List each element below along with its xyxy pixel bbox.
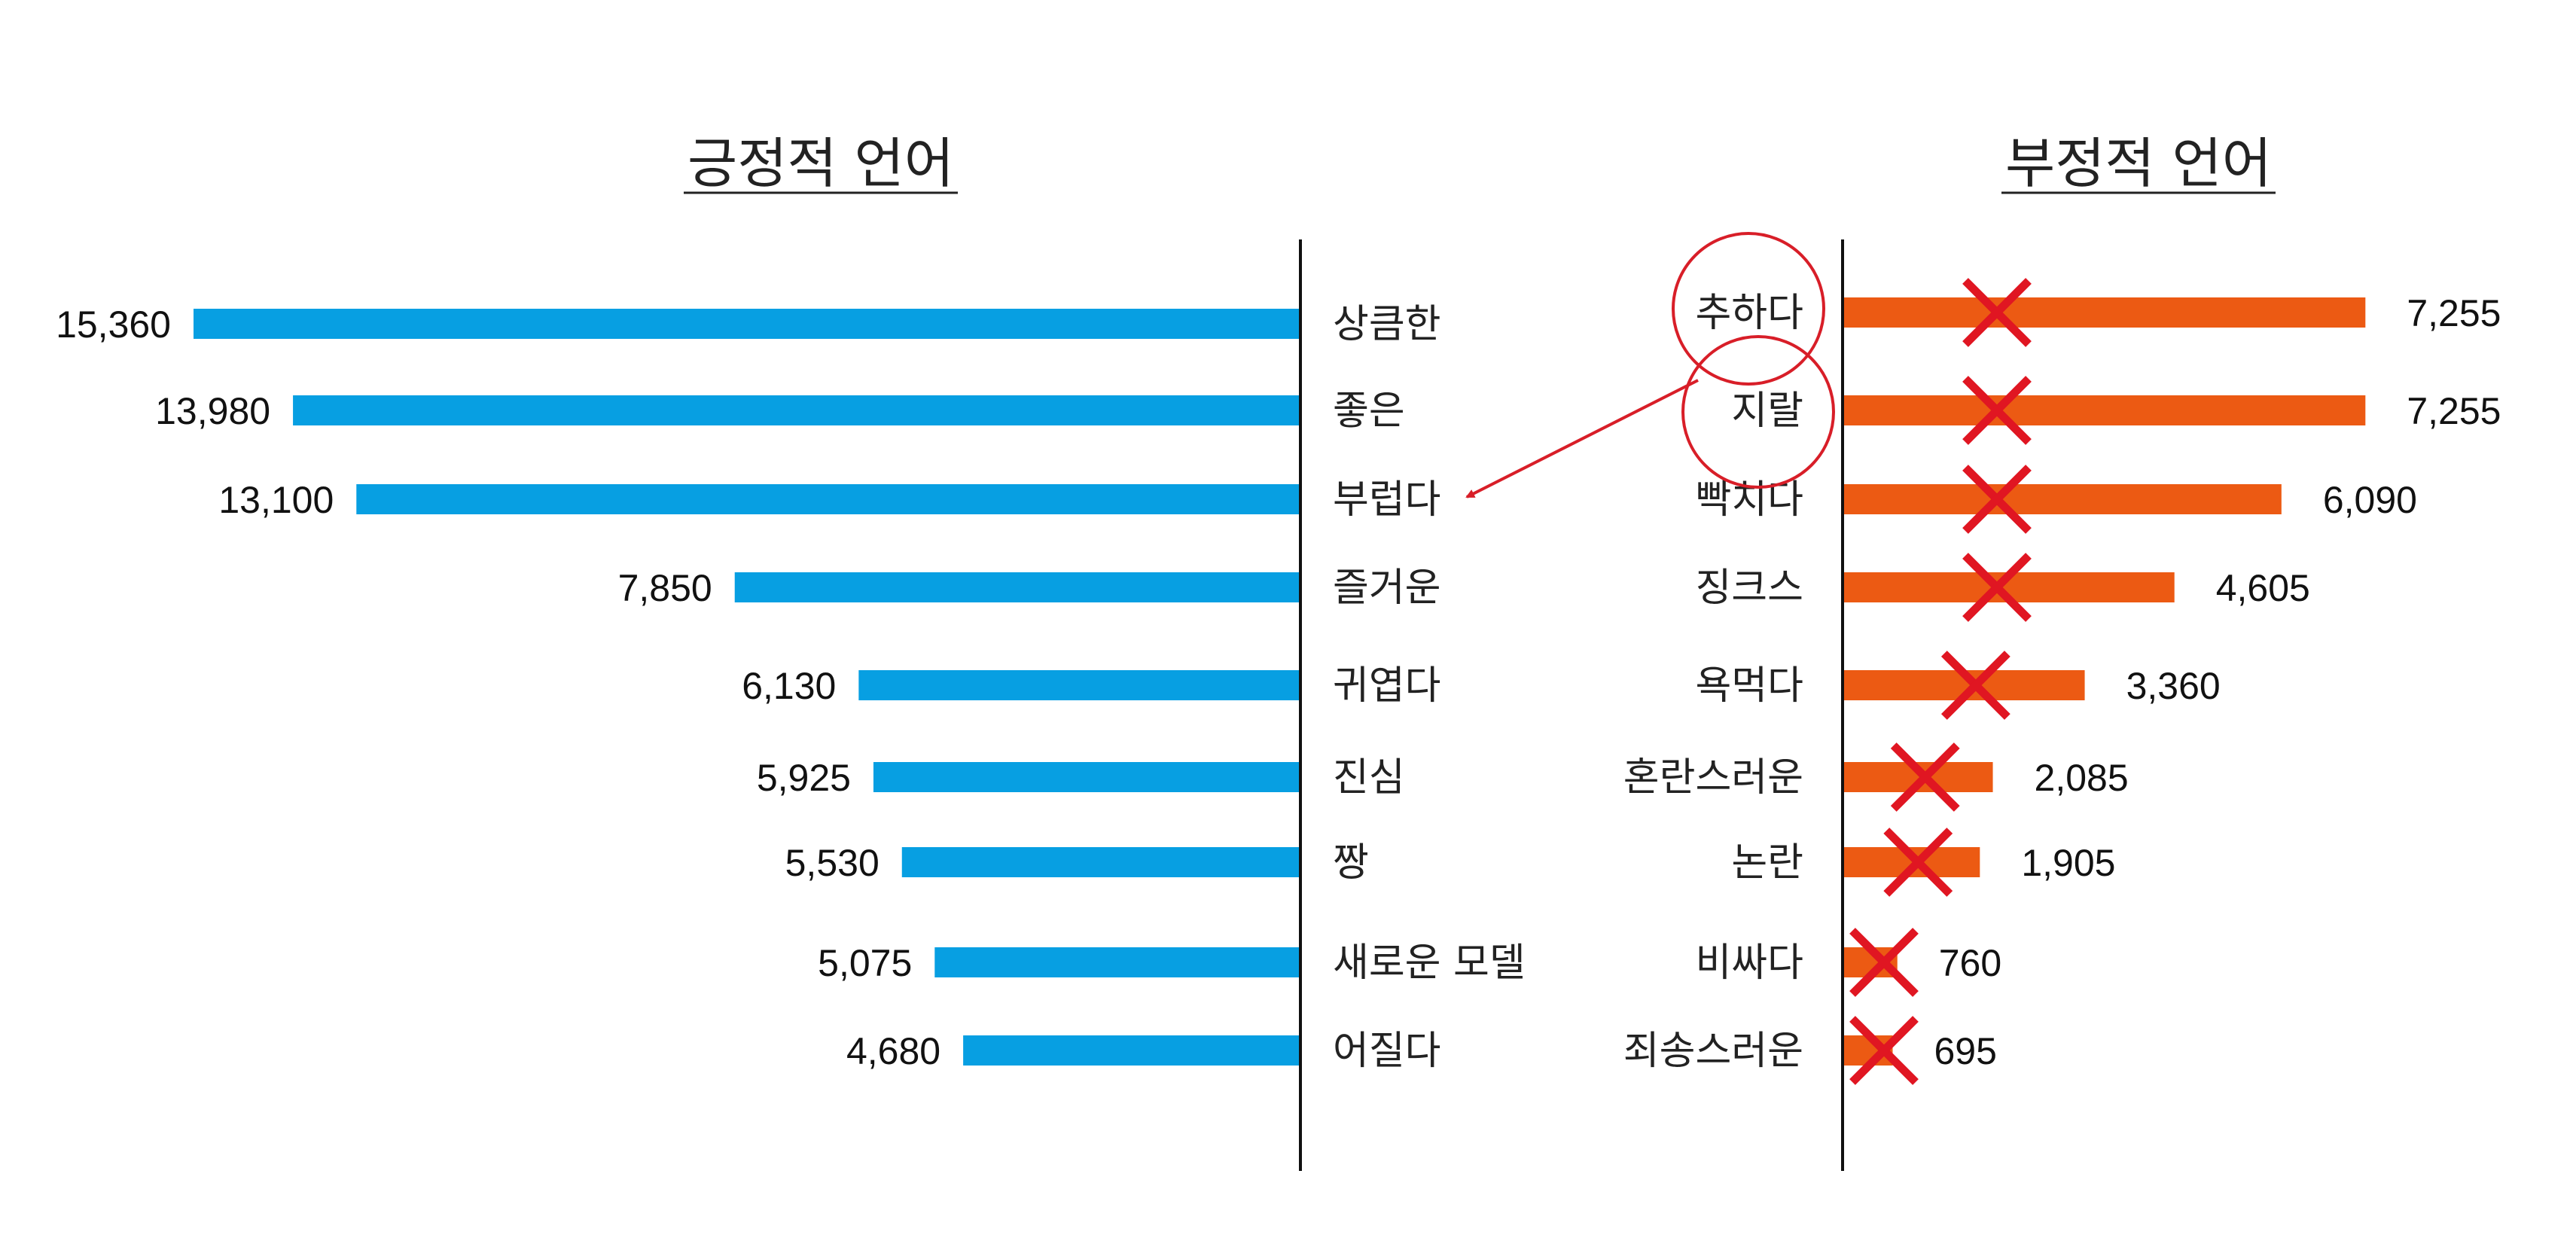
positive-category-label-1: 좋은 (1333, 389, 1405, 434)
negative-category-label-8: 죄송스러운 (1623, 1029, 1803, 1074)
negative-category-label-4: 욕먹다 (1695, 663, 1803, 709)
negative-bar-0 (1843, 297, 2366, 328)
cross-mark-icon-6 (1883, 828, 1953, 897)
cross-mark-icon-4 (1940, 651, 2010, 720)
positive-bar-7 (934, 947, 1300, 977)
cross-mark-icon-7 (1849, 928, 1919, 997)
positive-value-label-8: 4,680 (846, 1030, 940, 1072)
positive-category-label-4: 귀엽다 (1333, 663, 1441, 709)
cross-mark-stroke-b (1940, 651, 2010, 720)
text-layer: 긍정적 언어 부정적 언어 15,360 상큼한 13,980 좋은 13,100 부럽다 7,… (56, 132, 2501, 1074)
negative-category-label-5: 혼란스러운 (1623, 755, 1803, 800)
cross-mark-icon-3 (1962, 553, 2032, 622)
cross-mark-stroke-b (1962, 376, 2032, 445)
positive-bar-4 (858, 670, 1300, 700)
negative-value-label-1: 7,255 (2407, 390, 2501, 432)
cross-mark-stroke-b (1962, 278, 2032, 347)
annotation-arrow (1465, 379, 1699, 498)
cross-mark-stroke-b (1883, 828, 1953, 897)
cross-mark-stroke-b (1962, 553, 2032, 622)
negative-category-label-0: 추하다 (1695, 291, 1803, 336)
cross-mark-stroke-b (1849, 1016, 1919, 1085)
negative-value-label-8: 695 (1934, 1030, 1997, 1072)
negative-value-label-2: 6,090 (2323, 479, 2417, 521)
negative-value-label-7: 760 (1939, 942, 2001, 984)
positive-bar-5 (873, 762, 1300, 792)
positive-category-label-3: 즐거운 (1333, 566, 1441, 611)
cross-mark-stroke-b (1962, 465, 2032, 534)
negative-category-label-6: 논란 (1731, 840, 1803, 886)
cross-mark-stroke-b (1849, 928, 1919, 997)
negative-category-label-1: 지랄 (1731, 389, 1803, 434)
highlight-circle-1 (1681, 335, 1835, 489)
positive-category-label-0: 상큼한 (1333, 302, 1441, 347)
positive-category-label-6: 짱 (1333, 840, 1369, 886)
positive-bar-8 (963, 1035, 1300, 1066)
positive-bar-3 (734, 572, 1300, 602)
positive-value-label-7: 5,075 (818, 942, 912, 984)
negative-value-label-5: 2,085 (2035, 757, 2129, 799)
positive-value-label-3: 7,850 (618, 567, 712, 609)
highlight-circle-0 (1672, 232, 1825, 386)
positive-category-label-8: 어질다 (1333, 1029, 1441, 1074)
negative-category-label-7: 비싸다 (1695, 941, 1803, 986)
negative-bar-1 (1843, 395, 2366, 425)
bars-layer (194, 239, 2366, 1171)
negative-category-label-2: 빡치다 (1695, 477, 1803, 523)
positive-value-label-5: 5,925 (757, 757, 851, 799)
positive-value-label-0: 15,360 (56, 303, 171, 346)
negative-value-label-3: 4,605 (2216, 567, 2310, 609)
positive-bar-6 (901, 847, 1300, 877)
positive-bar-0 (194, 309, 1300, 339)
positive-value-label-6: 5,530 (785, 842, 879, 884)
negative-category-label-3: 징크스 (1695, 566, 1803, 611)
positive-category-label-2: 부럽다 (1333, 477, 1441, 523)
positive-value-label-1: 13,980 (155, 390, 270, 432)
negative-bar-2 (1843, 484, 2282, 514)
negative-chart-title: 부정적 언어 (2005, 132, 2272, 195)
cross-mark-icon-2 (1962, 465, 2032, 534)
positive-chart-title: 긍정적 언어 (687, 132, 954, 195)
negative-value-label-0: 7,255 (2407, 292, 2501, 334)
positive-bar-1 (293, 395, 1300, 425)
positive-bar-2 (356, 484, 1300, 514)
cross-mark-icon-5 (1890, 742, 1960, 812)
annotation-layer (1465, 232, 2032, 1085)
positive-value-label-4: 6,130 (742, 665, 836, 707)
positive-category-label-5: 진심 (1333, 755, 1405, 800)
cross-mark-icon-0 (1962, 278, 2032, 347)
negative-value-label-4: 3,360 (2126, 665, 2221, 707)
positive-category-label-7: 새로운 모델 (1333, 941, 1526, 986)
negative-value-label-6: 1,905 (2021, 842, 2115, 884)
cross-mark-icon-1 (1962, 376, 2032, 445)
positive-value-label-2: 13,100 (218, 479, 334, 521)
cross-mark-icon-8 (1849, 1016, 1919, 1085)
cross-mark-stroke-b (1890, 742, 1960, 812)
